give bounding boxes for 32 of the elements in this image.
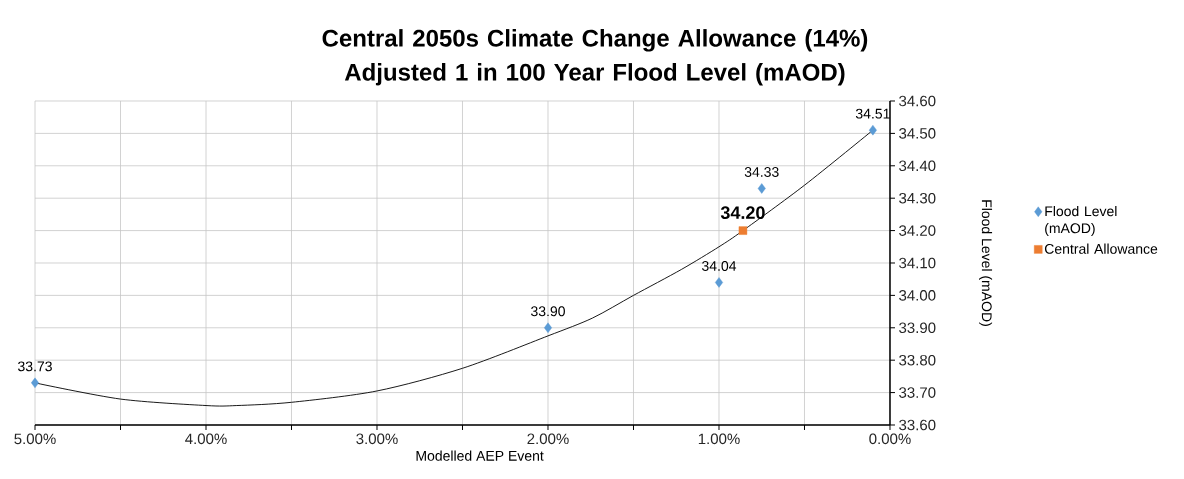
x-tick-label: 3.00%: [356, 433, 398, 445]
y-axis-title: Flood Level (mAOD): [979, 200, 993, 326]
x-tick-label: 4.00%: [185, 433, 227, 445]
x-tick-label: 0.00%: [869, 433, 911, 445]
data-label: 34.20: [720, 206, 765, 220]
x-axis-title: Modelled AEP Event: [416, 450, 544, 461]
point: [738, 226, 748, 235]
data-label: 33.90: [531, 306, 565, 317]
y-tick-label: 34.20: [899, 225, 936, 236]
y-tick-label: 33.70: [899, 387, 936, 398]
data-label: 34.33: [744, 167, 779, 177]
point: [868, 124, 877, 136]
y-tick-label: 33.60: [899, 419, 936, 431]
point: [544, 322, 552, 333]
x-tick-label: 1.00%: [698, 433, 740, 445]
y-tick-label: 33.90: [899, 322, 936, 334]
point: [715, 277, 723, 288]
y-tick-label: 34.10: [899, 257, 936, 269]
data-label: 33.73: [18, 361, 52, 372]
y-tick-label: 34.30: [899, 192, 936, 204]
legend-label: Central Allowance: [1044, 243, 1158, 254]
x-tick-label: 5.00%: [14, 433, 56, 445]
legend-label: Flood Level (mAOD): [1045, 205, 1117, 236]
chart-title: Central 2050s Climate Change Allowance (14%) Adjusted 1 in 100 Year Flood Level (mAOD): [322, 29, 868, 86]
y-tick-label: 34.00: [899, 290, 936, 301]
data-label: 34.04: [702, 260, 737, 271]
y-tick-label: 34.40: [899, 160, 936, 172]
y-tick-label: 34.50: [899, 128, 936, 139]
y-tick-label: 34.60: [899, 95, 936, 107]
x-tick-label: 2.00%: [527, 433, 569, 445]
y-tick-label: 33.80: [899, 354, 936, 366]
point: [757, 183, 766, 194]
